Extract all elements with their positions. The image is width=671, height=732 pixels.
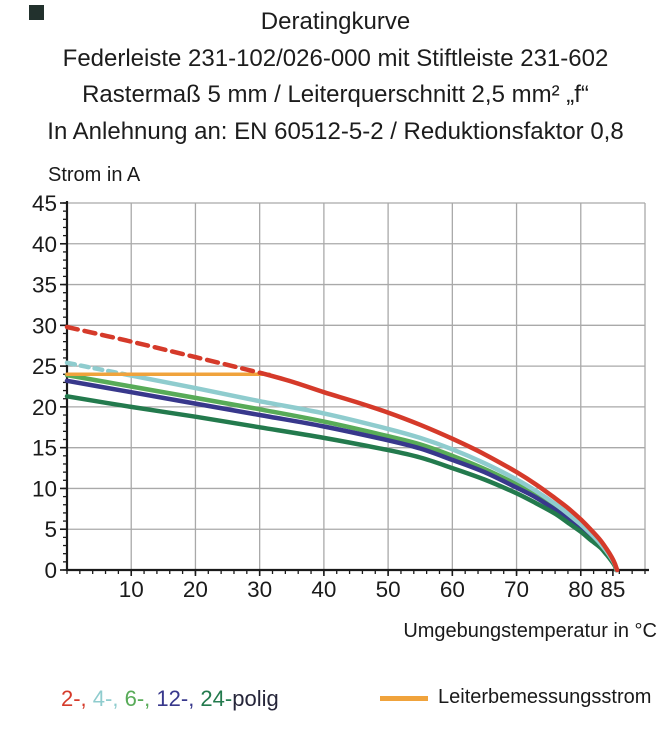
y-tick-label: 25 xyxy=(32,354,57,379)
x-tick-label: 50 xyxy=(376,577,401,602)
corner-mark xyxy=(29,5,44,20)
chart-title-line-2: Federleiste 231-102/026-000 mit Stiftlei… xyxy=(62,44,609,72)
y-tick-label: 45 xyxy=(32,191,57,216)
rated-current-legend-label: Leiterbemessungsstrom xyxy=(438,686,652,708)
y-tick-label: 20 xyxy=(32,395,57,420)
chart-title-line-1: Deratingkurve xyxy=(260,8,411,35)
x-tick-label: 85 xyxy=(600,577,625,602)
x-tick-label: 70 xyxy=(504,577,529,602)
y-axis-title: Strom in A xyxy=(48,164,141,186)
chart-title-block: Deratingkurve Federleiste 231-102/026-00… xyxy=(0,4,671,150)
poles-legend: 2-, 4-, 6-, 12-, 24-polig xyxy=(61,686,279,712)
poles-legend-token: 4-, xyxy=(86,686,119,711)
y-tick-label: 10 xyxy=(32,476,57,501)
x-tick-label: 80 xyxy=(568,577,593,602)
x-tick-label: 30 xyxy=(247,577,272,602)
x-tick-label: 60 xyxy=(440,577,465,602)
x-tick-label: 40 xyxy=(311,577,336,602)
x-tick-label: 10 xyxy=(119,577,144,602)
x-tick-label: 20 xyxy=(183,577,208,602)
poles-legend-token: 24- xyxy=(194,686,233,711)
chart-title-line-3: Rastermaß 5 mm / Leiterquerschnitt 2,5 m… xyxy=(82,81,589,108)
y-tick-label: 15 xyxy=(32,436,57,461)
y-tick-label: 5 xyxy=(44,517,57,542)
poles-legend-token: polig xyxy=(232,686,279,711)
poles-legend-token: 2-, xyxy=(61,686,87,711)
curve-2-polig xyxy=(64,324,266,376)
y-tick-label: 0 xyxy=(44,558,57,583)
curve-2-polig xyxy=(260,371,620,573)
rated-current-line-swatch xyxy=(380,696,428,701)
poles-legend-token: 6-, xyxy=(118,686,151,711)
y-tick-label: 35 xyxy=(32,273,57,298)
rated-current-legend: Leiterbemessungsstrom xyxy=(380,686,651,709)
y-tick-label: 40 xyxy=(32,232,57,257)
poles-legend-token: 12-, xyxy=(150,686,195,711)
chart-title-line-4: In Anlehnung an: EN 60512-5-2 / Reduktio… xyxy=(47,117,624,145)
y-tick-label: 30 xyxy=(32,313,57,338)
x-axis-title: Umgebungstemperatur in °C xyxy=(403,620,657,642)
curve-6-polig xyxy=(64,372,619,573)
